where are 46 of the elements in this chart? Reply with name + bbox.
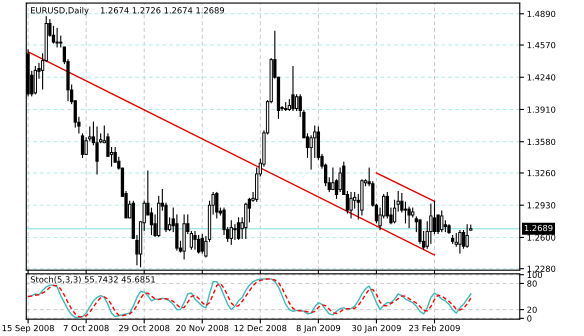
candlestick	[432, 200, 436, 234]
chart-title: EURUSD,Daily	[31, 7, 89, 16]
candlestick	[454, 232, 458, 247]
candlestick	[349, 192, 353, 218]
y-tick-label: 0	[527, 315, 532, 322]
y-tick-label: 80	[527, 280, 537, 287]
x-tick-label: 15 Sep 2008	[2, 324, 54, 333]
chart-title: Stoch(5,3,3) 55.7432 45.6851	[30, 276, 155, 284]
candlestick	[404, 202, 408, 224]
x-tick-label: 7 Oct 2008	[64, 324, 109, 332]
candlestick	[233, 224, 237, 240]
y-tick-label: 1.2930	[528, 202, 556, 208]
y-tick-label: 1.4890	[528, 10, 556, 18]
y-tick-label: 1.4570	[528, 42, 556, 48]
candlestick	[466, 224, 469, 248]
y-tick-label: 1.4240	[528, 74, 556, 81]
candlestick	[284, 102, 288, 112]
candlestick	[294, 94, 298, 112]
x-tick-label: 23 Feb 2009	[409, 324, 460, 332]
candlestick	[215, 192, 218, 218]
candlestick	[193, 231, 197, 250]
x-tick-label: 12 Dec 2008	[234, 324, 286, 332]
y-tick-label: 1.3580	[528, 138, 556, 145]
candlestick	[200, 234, 204, 254]
candlestick	[55, 28, 59, 48]
candlestick	[411, 208, 414, 218]
candlestick	[440, 210, 444, 232]
x-tick-label: 30 Jan 2009	[352, 324, 401, 333]
candlestick	[80, 133, 84, 158]
y-tick-label: 1.3910	[528, 106, 556, 113]
y-tick-label: 1.3260	[528, 170, 556, 176]
x-tick-label: 29 Oct 2008	[119, 324, 170, 332]
candlestick	[34, 66, 37, 94]
y-tick-label: 1.2600	[528, 234, 556, 241]
candlestick	[291, 66, 295, 112]
y-tick-label: 20	[527, 306, 537, 313]
x-tick-label: 20 Nov 2008	[176, 324, 228, 332]
y-tick-label: 1.2280	[528, 266, 556, 272]
ref-line-label: 1.2689	[524, 224, 552, 232]
x-tick-label: 8 Jan 2009	[296, 324, 340, 333]
candlestick	[458, 230, 462, 254]
candlestick	[230, 220, 233, 245]
candlestick	[236, 217, 240, 240]
candlestick	[196, 234, 200, 254]
annotation: 1.2674 1.2726 1.2674 1.2689	[100, 7, 224, 14]
y-tick-label: 100	[528, 272, 542, 278]
